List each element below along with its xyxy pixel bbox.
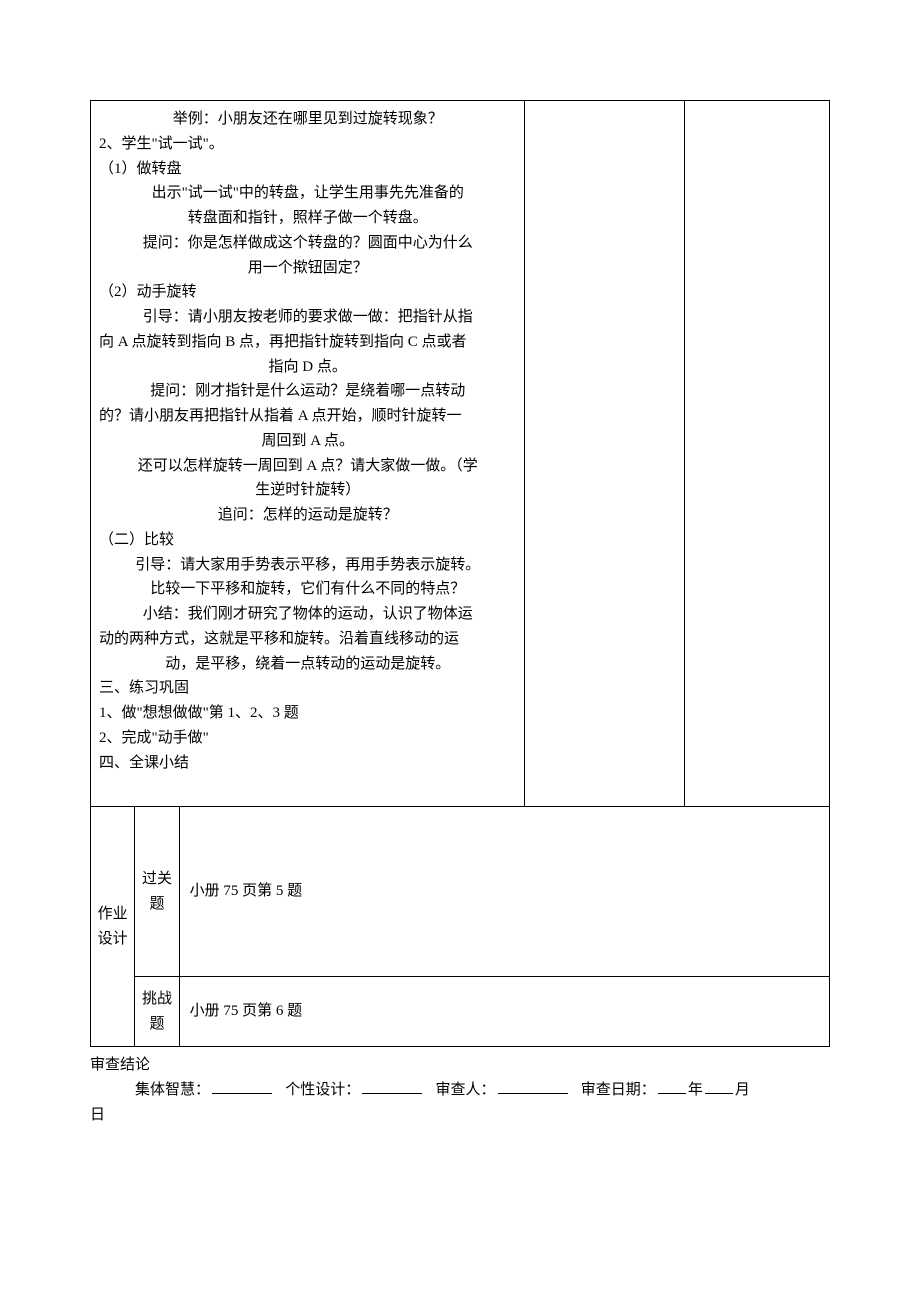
- lesson-line: 2、完成"动手做": [99, 726, 516, 751]
- homework-label: 作业设计: [98, 906, 128, 947]
- homework-type-challenge-cell: 挑战题: [135, 977, 179, 1047]
- lesson-line: 提问：你是怎样做成这个转盘的？圆面中心为什么: [99, 231, 516, 256]
- collective-wisdom-label: 集体智慧：: [135, 1082, 210, 1098]
- lesson-line: [99, 775, 516, 800]
- lesson-line: （2）动手旋转: [99, 280, 516, 305]
- lesson-line: 动的两种方式，这就是平移和旋转。沿着直线移动的运: [99, 627, 516, 652]
- footer-signoff-line: 集体智慧： 个性设计： 审查人： 审查日期： 年 月: [90, 1078, 830, 1103]
- collective-wisdom-blank[interactable]: [212, 1078, 272, 1094]
- personal-design-blank[interactable]: [362, 1078, 422, 1094]
- lesson-line: 举例：小朋友还在哪里见到过旋转现象？: [99, 107, 516, 132]
- month-blank[interactable]: [705, 1078, 733, 1094]
- lesson-line: 用一个揿钮固定？: [99, 256, 516, 281]
- lesson-line: 比较一下平移和旋转，它们有什么不同的特点？: [99, 577, 516, 602]
- homework-type-challenge: 挑战题: [142, 991, 172, 1032]
- lesson-line: 动，是平移，绕着一点转动的运动是旋转。: [99, 652, 516, 677]
- homework-row-pass: 作业设计 过关题 小册 75 页第 5 题: [91, 807, 830, 977]
- homework-content-pass-cell: 小册 75 页第 5 题: [179, 807, 829, 977]
- lesson-side-cell-2: [684, 101, 829, 807]
- review-conclusion-label: 审查结论: [90, 1053, 830, 1078]
- lesson-line: 的？请小朋友再把指针从指着 A 点开始，顺时针旋转一: [99, 404, 516, 429]
- lesson-table: 举例：小朋友还在哪里见到过旋转现象？ 2、学生"试一试"。 （1）做转盘 出示"…: [90, 100, 830, 807]
- homework-type-pass-cell: 过关题: [135, 807, 179, 977]
- lesson-line: 引导：请小朋友按老师的要求做一做：把指针从指: [99, 305, 516, 330]
- lesson-content-cell: 举例：小朋友还在哪里见到过旋转现象？ 2、学生"试一试"。 （1）做转盘 出示"…: [91, 101, 525, 807]
- lesson-line: （二）比较: [99, 528, 516, 553]
- homework-content-pass: 小册 75 页第 5 题: [190, 883, 303, 899]
- lesson-line: （1）做转盘: [99, 157, 516, 182]
- lesson-line: 四、全课小结: [99, 751, 516, 776]
- year-blank[interactable]: [658, 1078, 686, 1094]
- footer: 审查结论 集体智慧： 个性设计： 审查人： 审查日期： 年 月 日: [90, 1053, 830, 1127]
- lesson-line: 1、做"想想做做"第 1、2、3 题: [99, 701, 516, 726]
- reviewer-label: 审查人：: [436, 1082, 496, 1098]
- day-label: 日: [90, 1103, 830, 1128]
- lesson-line: 生逆时针旋转）: [99, 478, 516, 503]
- reviewer-blank[interactable]: [498, 1078, 568, 1094]
- lesson-row: 举例：小朋友还在哪里见到过旋转现象？ 2、学生"试一试"。 （1）做转盘 出示"…: [91, 101, 830, 807]
- homework-content-challenge-cell: 小册 75 页第 6 题: [179, 977, 829, 1047]
- homework-content-challenge: 小册 75 页第 6 题: [190, 1003, 303, 1019]
- homework-type-pass: 过关题: [142, 871, 172, 912]
- lesson-line: 出示"试一试"中的转盘，让学生用事先先准备的: [99, 181, 516, 206]
- year-label: 年: [688, 1082, 703, 1098]
- lesson-line: 提问：刚才指针是什么运动？是绕着哪一点转动: [99, 379, 516, 404]
- lesson-line: 引导：请大家用手势表示平移，再用手势表示旋转。: [99, 553, 516, 578]
- month-label: 月: [735, 1082, 750, 1098]
- review-date-prefix: 审查日期：: [581, 1082, 656, 1098]
- homework-row-challenge: 挑战题 小册 75 页第 6 题: [91, 977, 830, 1047]
- lesson-line: 转盘面和指针，照样子做一个转盘。: [99, 206, 516, 231]
- lesson-line: 小结：我们刚才研究了物体的运动，认识了物体运: [99, 602, 516, 627]
- homework-label-cell: 作业设计: [91, 807, 135, 1047]
- lesson-line: 指向 D 点。: [99, 355, 516, 380]
- lesson-line: 追问：怎样的运动是旋转？: [99, 503, 516, 528]
- personal-design-label: 个性设计：: [285, 1082, 360, 1098]
- lesson-side-cell-1: [525, 101, 684, 807]
- lesson-line: 2、学生"试一试"。: [99, 132, 516, 157]
- lesson-line: 还可以怎样旋转一周回到 A 点？请大家做一做。（学: [99, 454, 516, 479]
- homework-table: 作业设计 过关题 小册 75 页第 5 题 挑战题 小册 75 页第 6 题: [90, 806, 830, 1047]
- page: 举例：小朋友还在哪里见到过旋转现象？ 2、学生"试一试"。 （1）做转盘 出示"…: [0, 0, 920, 1187]
- lesson-line: 周回到 A 点。: [99, 429, 516, 454]
- lesson-line: 三、练习巩固: [99, 676, 516, 701]
- lesson-line: 向 A 点旋转到指向 B 点，再把指针旋转到指向 C 点或者: [99, 330, 516, 355]
